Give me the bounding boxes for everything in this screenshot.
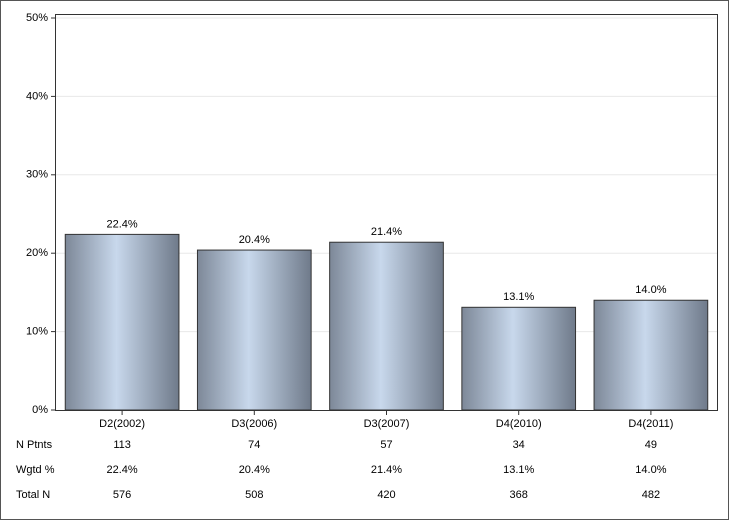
y-tick-label: 10% (26, 326, 48, 338)
value-label: 14.0% (635, 284, 666, 296)
table-row-label: Total N (16, 489, 50, 501)
table-cell: 20.4% (239, 464, 270, 476)
bar (64, 233, 180, 411)
table-cell: 420 (377, 489, 395, 501)
value-label: 20.4% (239, 234, 270, 246)
value-label: 22.4% (106, 218, 137, 230)
table-cell: 21.4% (371, 464, 402, 476)
table-cell: 482 (642, 489, 660, 501)
table-cell: 74 (248, 439, 260, 451)
bar (593, 299, 709, 411)
bar (461, 306, 577, 411)
bar (329, 241, 444, 411)
table-cell: 13.1% (503, 464, 534, 476)
x-tick-label: D4(2010) (496, 418, 542, 430)
x-tick-label: D4(2011) (628, 418, 673, 430)
table-cell: 22.4% (106, 464, 137, 476)
x-tick-label: D3(2006) (231, 418, 277, 430)
table-cell: 113 (113, 439, 131, 451)
y-tick-label: 0% (32, 404, 48, 416)
y-tick-label: 20% (26, 247, 48, 259)
table-cell: 14.0% (635, 464, 666, 476)
table-cell: 34 (513, 439, 525, 451)
table-row-label: Wgtd % (16, 464, 55, 476)
y-tick-label: 30% (26, 169, 48, 181)
table-cell: 368 (510, 489, 528, 501)
table-row-label: N Ptnts (16, 439, 53, 451)
x-tick-label: D3(2007) (364, 418, 410, 430)
table-cell: 576 (113, 489, 131, 501)
table-cell: 57 (380, 439, 392, 451)
x-tick-label: D2(2002) (99, 418, 145, 430)
value-label: 21.4% (371, 226, 402, 238)
table-cell: 508 (245, 489, 263, 501)
y-tick-label: 50% (26, 12, 48, 24)
value-label: 13.1% (503, 291, 534, 303)
y-tick-label: 40% (26, 90, 48, 102)
bar (196, 249, 312, 411)
table-cell: 49 (645, 439, 657, 451)
